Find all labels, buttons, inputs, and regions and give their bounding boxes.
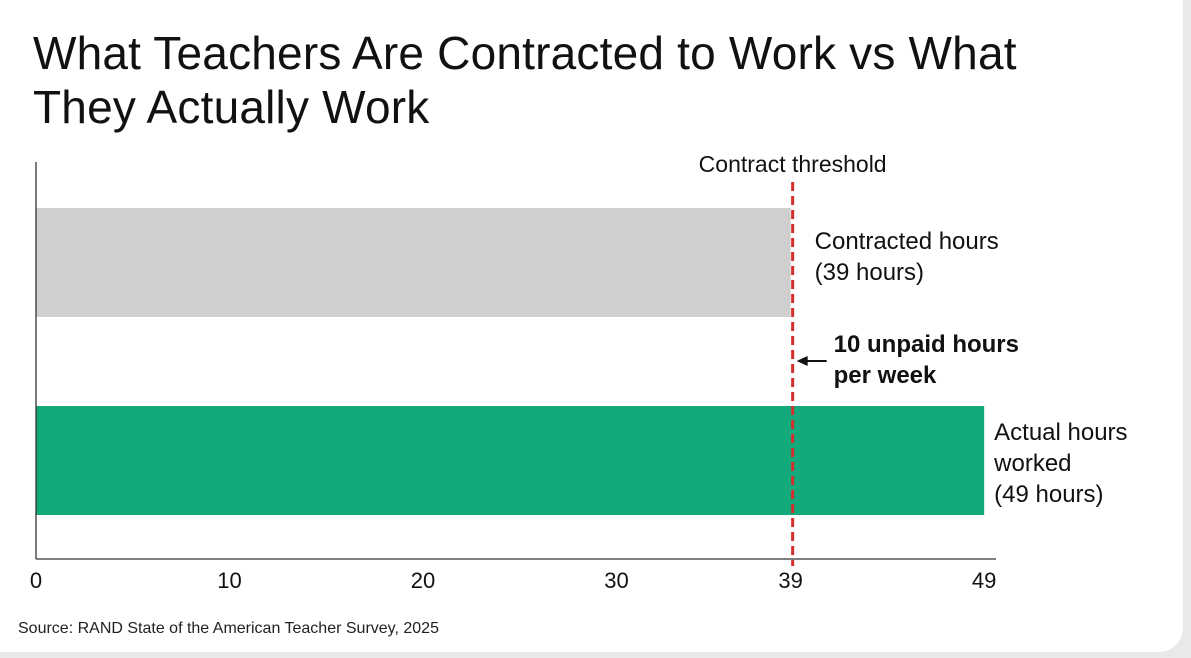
bar-label: (39 hours): [815, 259, 924, 286]
bar-2: [36, 406, 985, 515]
x-tick-label: 20: [411, 568, 435, 593]
x-tick-label: 49: [972, 568, 996, 593]
x-tick-label: 10: [217, 568, 241, 593]
bar-label: Contracted hours: [815, 228, 999, 255]
bar-chart: 0 10 20 30 39 49 Contract threshold Contracted …: [30, 151, 1128, 593]
x-tick-label: 30: [604, 568, 628, 593]
bar-label: worked: [993, 450, 1071, 477]
bar-1: [36, 208, 791, 317]
threshold-label: Contract threshold: [699, 151, 887, 177]
annotation-text: per week: [834, 362, 937, 389]
annotation-text: 10 unpaid hours: [834, 331, 1019, 358]
x-tick-label: 0: [30, 568, 42, 593]
x-tick-label: 39: [778, 568, 802, 593]
bar-label: (49 hours): [994, 481, 1103, 508]
annotation-arrow-head: [796, 356, 808, 366]
bar-label: Actual hours: [994, 419, 1127, 446]
source-note: Source: RAND State of the American Teach…: [18, 620, 439, 637]
chart-title: What Teachers Are Contracted to Work vs …: [33, 27, 1017, 133]
